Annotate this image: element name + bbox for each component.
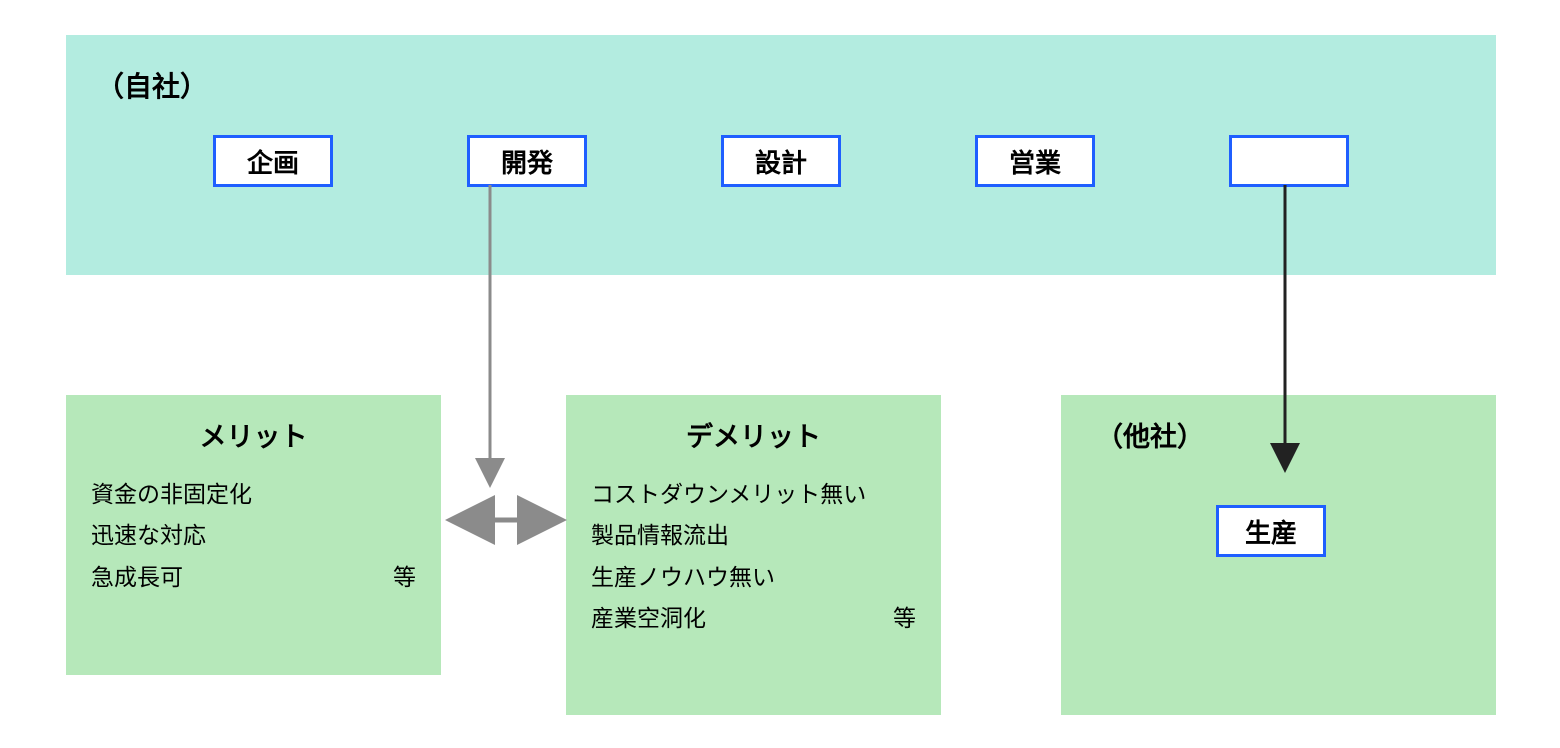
other-company-card: （他社） 生産	[1061, 395, 1496, 715]
process-box-3: 営業	[975, 135, 1095, 187]
production-box: 生産	[1216, 505, 1326, 557]
process-box-2: 設計	[721, 135, 841, 187]
demerit-list: コストダウンメリット無い製品情報流出生産ノウハウ無い産業空洞化等	[591, 474, 916, 640]
own-company-title: （自社）	[96, 65, 1476, 105]
merit-list: 資金の非固定化迅速な対応急成長可等	[91, 474, 416, 598]
demerit-title: デメリット	[591, 415, 916, 454]
demerit-item: コストダウンメリット無い	[591, 474, 916, 515]
other-company-title: （他社）	[1096, 415, 1471, 454]
merit-title: メリット	[91, 415, 416, 454]
merit-item: 急成長可等	[91, 557, 416, 598]
bottom-row: メリット 資金の非固定化迅速な対応急成長可等 デメリット コストダウンメリット無…	[66, 395, 1496, 715]
demerit-card: デメリット コストダウンメリット無い製品情報流出生産ノウハウ無い産業空洞化等	[566, 395, 941, 715]
process-box-4	[1229, 135, 1349, 187]
own-company-panel: （自社） 企画 開発 設計 営業	[66, 35, 1496, 275]
process-box-1: 開発	[467, 135, 587, 187]
demerit-item: 生産ノウハウ無い	[591, 557, 916, 598]
process-box-0: 企画	[213, 135, 333, 187]
demerit-item: 製品情報流出	[591, 515, 916, 556]
demerit-item: 産業空洞化等	[591, 598, 916, 639]
merit-card: メリット 資金の非固定化迅速な対応急成長可等	[66, 395, 441, 675]
process-box-row: 企画 開発 設計 営業	[86, 135, 1476, 187]
merit-item: 迅速な対応	[91, 515, 416, 556]
merit-item: 資金の非固定化	[91, 474, 416, 515]
